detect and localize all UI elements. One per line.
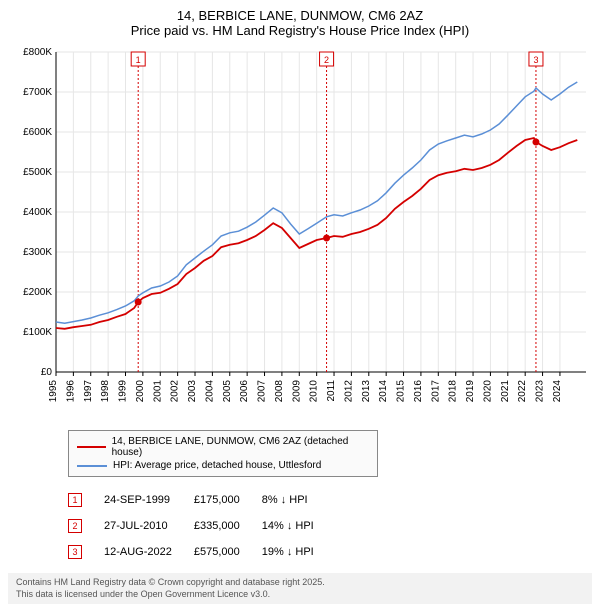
- svg-text:2024: 2024: [552, 380, 563, 403]
- svg-text:2001: 2001: [152, 380, 163, 403]
- footer-line1: Contains HM Land Registry data © Crown c…: [16, 577, 584, 589]
- svg-text:2020: 2020: [482, 380, 493, 403]
- svg-text:£200K: £200K: [23, 287, 52, 298]
- tx-delta: 14% ↓ HPI: [262, 513, 336, 539]
- legend-item: 14, BERBICE LANE, DUNMOW, CM6 2AZ (detac…: [77, 435, 369, 459]
- svg-text:2018: 2018: [448, 380, 459, 403]
- svg-text:2015: 2015: [396, 380, 407, 403]
- svg-text:1998: 1998: [100, 380, 111, 403]
- svg-text:1995: 1995: [48, 380, 59, 403]
- svg-text:2: 2: [324, 55, 329, 65]
- table-row: 2 27-JUL-2010£335,00014% ↓ HPI: [68, 513, 336, 539]
- tx-price: £335,000: [194, 513, 262, 539]
- title-line2: Price paid vs. HM Land Registry's House …: [8, 23, 592, 38]
- svg-text:2019: 2019: [465, 380, 476, 403]
- svg-text:1996: 1996: [65, 380, 76, 403]
- svg-text:1: 1: [136, 55, 141, 65]
- svg-text:2016: 2016: [413, 380, 424, 403]
- svg-text:2003: 2003: [187, 380, 198, 403]
- svg-text:2011: 2011: [326, 380, 337, 402]
- svg-text:£700K: £700K: [23, 87, 52, 98]
- svg-text:2021: 2021: [500, 380, 511, 403]
- tx-delta: 19% ↓ HPI: [262, 539, 336, 565]
- tx-date: 24-SEP-1999: [104, 487, 194, 513]
- table-row: 3 12-AUG-2022£575,00019% ↓ HPI: [68, 539, 336, 565]
- svg-text:2005: 2005: [222, 380, 233, 403]
- svg-text:£800K: £800K: [23, 47, 52, 58]
- tx-marker: 2: [68, 519, 82, 533]
- legend: 14, BERBICE LANE, DUNMOW, CM6 2AZ (detac…: [68, 430, 378, 477]
- svg-text:2000: 2000: [135, 380, 146, 403]
- tx-date: 12-AUG-2022: [104, 539, 194, 565]
- svg-text:2010: 2010: [309, 380, 320, 403]
- svg-text:£400K: £400K: [23, 207, 52, 218]
- svg-text:2017: 2017: [430, 380, 441, 403]
- legend-label: HPI: Average price, detached house, Uttl…: [113, 460, 321, 471]
- svg-text:2014: 2014: [378, 380, 389, 403]
- transaction-table: 1 24-SEP-1999£175,0008% ↓ HPI 2 27-JUL-2010…: [68, 487, 336, 565]
- svg-text:2002: 2002: [170, 380, 181, 403]
- table-row: 1 24-SEP-1999£175,0008% ↓ HPI: [68, 487, 336, 513]
- legend-item: HPI: Average price, detached house, Uttl…: [77, 459, 369, 472]
- chart: £0 £100K £200K £300K £400K £500K £600K £700K £80…: [8, 44, 592, 424]
- legend-swatch: [77, 465, 107, 467]
- svg-text:2012: 2012: [343, 380, 354, 403]
- tx-date: 27-JUL-2010: [104, 513, 194, 539]
- svg-text:2023: 2023: [535, 380, 546, 403]
- svg-text:1997: 1997: [83, 380, 94, 403]
- legend-swatch: [77, 446, 106, 448]
- tx-price: £575,000: [194, 539, 262, 565]
- svg-text:2022: 2022: [517, 380, 528, 403]
- tx-delta: 8% ↓ HPI: [262, 487, 336, 513]
- svg-text:1999: 1999: [118, 380, 129, 403]
- svg-text:2013: 2013: [361, 380, 372, 403]
- svg-text:£500K: £500K: [23, 167, 52, 178]
- chart-title: 14, BERBICE LANE, DUNMOW, CM6 2AZ Price …: [8, 8, 592, 38]
- svg-text:£300K: £300K: [23, 247, 52, 258]
- svg-text:£100K: £100K: [23, 327, 52, 338]
- svg-text:3: 3: [533, 55, 538, 65]
- svg-text:2008: 2008: [274, 380, 285, 403]
- footer-line2: This data is licensed under the Open Gov…: [16, 589, 584, 601]
- svg-text:2006: 2006: [239, 380, 250, 403]
- svg-text:2007: 2007: [257, 380, 268, 403]
- chart-svg: £0 £100K £200K £300K £400K £500K £600K £700K £80…: [8, 44, 592, 424]
- svg-text:2004: 2004: [204, 380, 215, 403]
- title-line1: 14, BERBICE LANE, DUNMOW, CM6 2AZ: [8, 8, 592, 23]
- tx-marker: 1: [68, 493, 82, 507]
- legend-label: 14, BERBICE LANE, DUNMOW, CM6 2AZ (detac…: [112, 436, 369, 458]
- tx-price: £175,000: [194, 487, 262, 513]
- svg-text:£600K: £600K: [23, 127, 52, 138]
- svg-text:£0: £0: [41, 367, 53, 378]
- svg-text:2009: 2009: [291, 380, 302, 403]
- footer: Contains HM Land Registry data © Crown c…: [8, 573, 592, 604]
- tx-marker: 3: [68, 545, 82, 559]
